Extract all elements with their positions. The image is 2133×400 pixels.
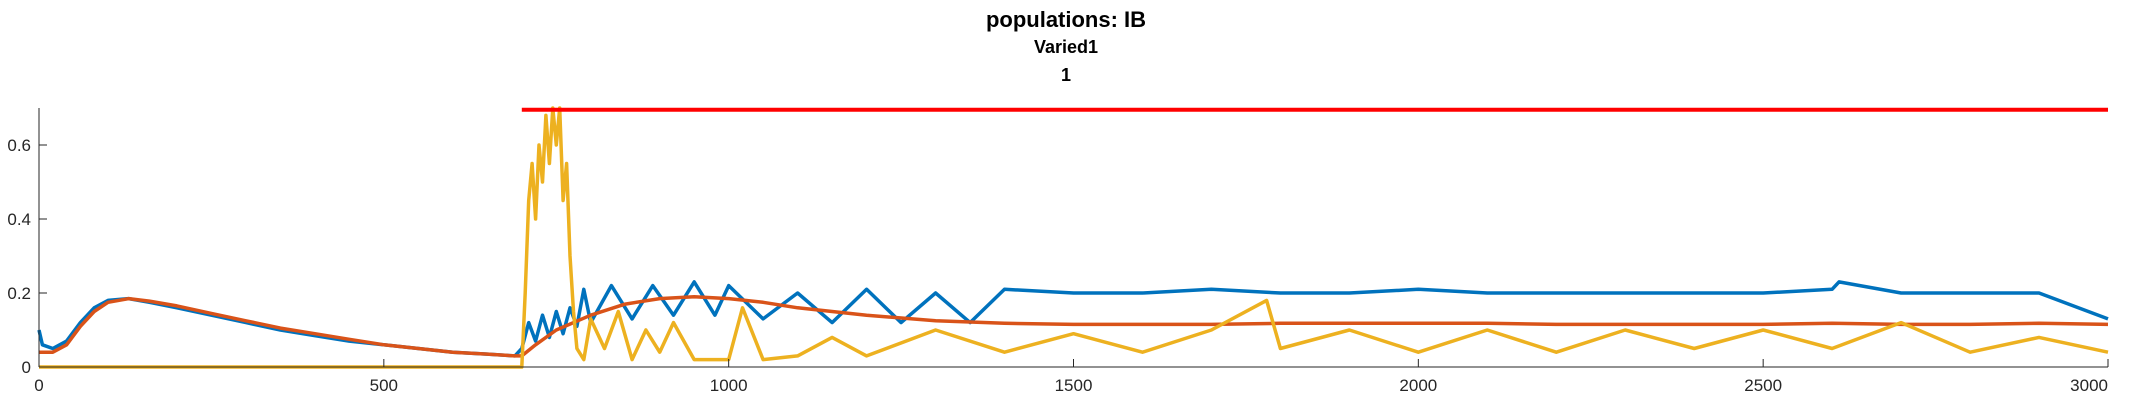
- x-tick-label: 3000: [2070, 376, 2108, 395]
- chart-subtitle-line-2: 1: [1061, 65, 1071, 85]
- x-tick-label: 0: [34, 376, 43, 395]
- y-tick-label: 0: [22, 358, 31, 377]
- y-tick-label: 0.6: [7, 136, 31, 155]
- x-tick-label: 2000: [1399, 376, 1437, 395]
- chart-title: populations: IB: [986, 7, 1146, 32]
- x-tick-label: 1500: [1055, 376, 1093, 395]
- x-tick-label: 1000: [710, 376, 748, 395]
- series-line-3: [39, 106, 2109, 369]
- series-line-1: [37, 280, 2109, 358]
- series-line-2: [39, 294, 2109, 358]
- y-tick-label: 0.4: [7, 210, 31, 229]
- y-ticks: 0 0.2 0.4 0.6: [7, 136, 47, 377]
- x-tick-label: 2500: [1744, 376, 1782, 395]
- x-tick-label: 500: [370, 376, 398, 395]
- x-ticks: 0 500 1000 1500 2000 2500 3000: [34, 359, 2109, 395]
- chart-subtitle-line-1: Varied1: [1034, 37, 1098, 57]
- series-layer: [37, 106, 2109, 369]
- y-tick-label: 0.2: [7, 284, 31, 303]
